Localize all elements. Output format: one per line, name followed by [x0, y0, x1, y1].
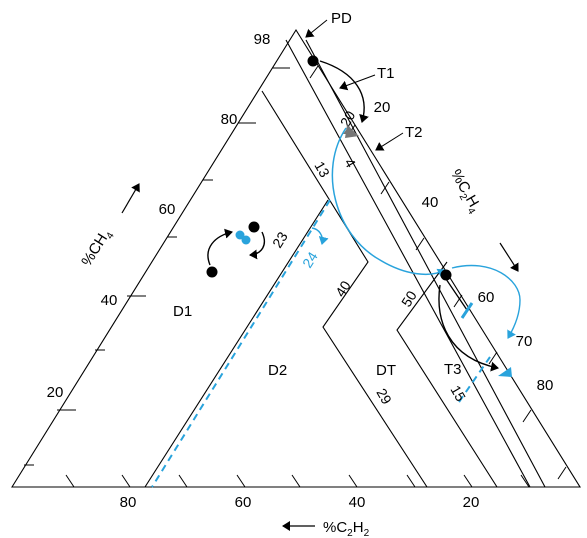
- bottom-tick-40: 40: [349, 494, 366, 511]
- blue-triangle-marker: [498, 367, 512, 377]
- right-tick-20: 20: [374, 99, 391, 116]
- blue-dashed-boundary-24: [151, 199, 331, 488]
- pd-t1-boundary: [285, 39, 531, 488]
- left-tick-40: 40: [101, 292, 118, 309]
- boundary-label-29: 29: [373, 386, 395, 408]
- gray-marker-triangle-body: [345, 125, 359, 138]
- dt-t3-boundary: [396, 261, 498, 488]
- blue-arrow-23-24: [311, 227, 329, 245]
- arrow-t3-to-dt: [438, 284, 499, 372]
- right-tick-70: 70: [516, 333, 533, 350]
- left-tick-60: 60: [159, 201, 176, 218]
- region-label-d1: D1: [173, 303, 192, 320]
- point-blue-a: [235, 230, 245, 240]
- region-label-dt: DT: [376, 362, 396, 379]
- boundary-label-40: 40: [332, 278, 354, 300]
- left-tick-98: 98: [254, 31, 271, 48]
- svg-text:%CH4: %CH4: [78, 226, 117, 271]
- point-t3-region: [440, 269, 452, 281]
- pointer-t1: [339, 74, 376, 91]
- boundary-label-15: 15: [447, 383, 469, 405]
- right-tick-40: 40: [422, 194, 439, 211]
- region-label-pd: PD: [331, 10, 352, 27]
- arrow-to-blue-bar: [445, 278, 468, 311]
- boundary-label-13: 13: [311, 159, 333, 181]
- point-blue-b: [241, 235, 251, 245]
- pointer-pd: [305, 19, 328, 38]
- point-pd-region: [307, 55, 319, 67]
- blue-arrow-t1-to-t3: [331, 127, 446, 278]
- bottom-tick-20: 20: [463, 494, 480, 511]
- blue-tick-bar: [460, 302, 474, 319]
- right-tick-60: 60: [478, 289, 495, 306]
- d1-boundary: [261, 90, 428, 488]
- outer-triangle: [11, 28, 581, 488]
- bottom-axis-ticks: [65, 474, 530, 488]
- pointer-t2: [375, 132, 404, 151]
- region-label-t3: T3: [444, 361, 462, 378]
- blue-dashed-boundary-15: [458, 356, 491, 403]
- arrow-c2h4: [499, 242, 519, 272]
- right-tick-80: 80: [537, 377, 554, 394]
- left-tick-80: 80: [221, 111, 238, 128]
- region-label-t1: T1: [377, 65, 395, 82]
- boundary-label-24: 24: [299, 249, 321, 271]
- left-axis-ticks: [24, 67, 290, 466]
- boundary-label-20: 20: [337, 108, 359, 130]
- bottom-tick-80: 80: [120, 494, 137, 511]
- arrow-d1-upper-to-lower: [249, 231, 266, 260]
- axis-title-ch4: %CH4: [78, 226, 117, 271]
- point-d1-lower: [206, 266, 218, 278]
- d1-d2-boundary: [144, 199, 329, 488]
- point-d1-upper: [248, 221, 260, 233]
- arrow-d1-lower-to-upper: [207, 228, 233, 266]
- axis-title-c2h2: %C2H2: [323, 519, 370, 538]
- left-tick-20: 20: [47, 384, 64, 401]
- svg-text:%C2H4: %C2H4: [444, 167, 485, 217]
- boundary-label-50: 50: [398, 288, 420, 310]
- t1-t2-boundary: [305, 39, 546, 488]
- svg-text:%C2H2: %C2H2: [323, 519, 370, 538]
- arrow-pd-to-t1: [319, 60, 369, 123]
- bottom-tick-60: 60: [235, 494, 252, 511]
- arrow-ch4: [121, 183, 140, 214]
- region-label-d2: D2: [268, 362, 287, 379]
- region-label-t2: T2: [405, 124, 423, 141]
- axis-title-c2h4: %C2H4: [444, 167, 485, 217]
- blue-arrow-t3-to-70: [451, 264, 521, 339]
- boundary-label-23: 23: [269, 229, 291, 251]
